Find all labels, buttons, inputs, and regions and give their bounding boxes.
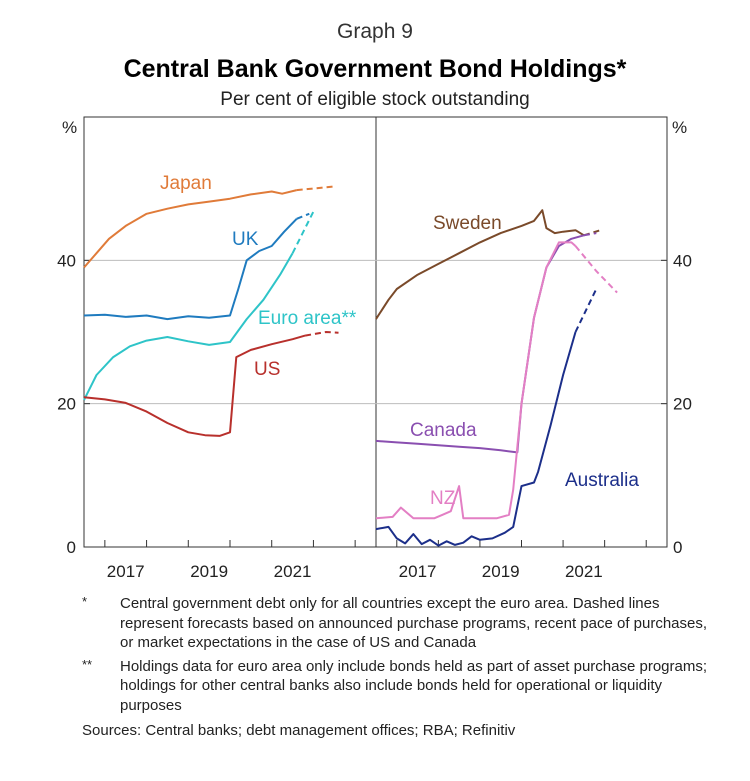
series-line-nz — [375, 241, 577, 520]
series-line-australia — [375, 331, 577, 547]
series-line-sweden — [375, 209, 585, 320]
graph-number: Graph 9 — [337, 20, 413, 43]
y-tick-label-right: 20 — [673, 395, 692, 414]
x-tick-label: 2019 — [190, 562, 228, 581]
series-forecast-euro — [291, 211, 315, 254]
y-tick-label-right: 0 — [673, 538, 682, 557]
y-tick-label-left: 0 — [67, 538, 76, 557]
chart-subtitle: Per cent of eligible stock outstanding — [220, 89, 530, 110]
series-label-sweden: Sweden — [433, 213, 502, 234]
x-tick-label: 2017 — [399, 562, 437, 581]
footnote-2: ** Holdings data for euro area only incl… — [82, 657, 722, 716]
series-line-uk — [83, 218, 298, 321]
footnote-2-text: Holdings data for euro area only include… — [120, 657, 708, 714]
footnote-1-text: Central government debt only for all cou… — [120, 595, 708, 651]
footnotes: * Central government debt only for all c… — [82, 594, 722, 741]
series-line-canada — [375, 234, 585, 454]
series-line-japan — [83, 189, 297, 269]
y-tick-label-right: 40 — [673, 251, 692, 270]
x-tick-label: 2021 — [565, 562, 603, 581]
x-tick-label: 2019 — [482, 562, 520, 581]
series-line-euro — [83, 252, 294, 401]
series-label-japan: Japan — [160, 173, 212, 194]
series-line-us — [83, 334, 306, 437]
y-axis-label-right: % — [672, 118, 687, 137]
series-forecast-nz — [574, 245, 618, 294]
series-label-canada: Canada — [410, 420, 477, 441]
series-label-euro: Euro area** — [258, 308, 357, 329]
y-tick-label-left: 40 — [57, 251, 76, 270]
y-tick-label-left: 20 — [57, 395, 76, 414]
series-label-uk: UK — [232, 229, 259, 250]
series-forecast-canada — [583, 232, 597, 237]
sources-note: Sources: Central banks; debt management … — [82, 722, 516, 739]
series-label-us: US — [254, 359, 280, 380]
series-label-australia: Australia — [565, 470, 639, 491]
series-label-nz: NZ — [430, 488, 456, 509]
footnote-2-mark: ** — [82, 656, 93, 672]
chart-area: 0 20 40% 2017 2019 2021 Japan UK Euro area** US 0 2… — [57, 116, 692, 581]
footnote-1-mark: * — [82, 594, 88, 609]
series-forecast-japan — [296, 185, 335, 192]
series-forecast-uk — [296, 212, 310, 220]
chart-title: Central Bank Government Bond Holdings* — [123, 55, 627, 83]
series-forecast-us — [304, 330, 339, 337]
y-axis-label-left: % — [62, 118, 77, 137]
footnote-1: * Central government debt only for all c… — [82, 594, 722, 653]
x-tick-label: 2021 — [274, 562, 312, 581]
series-forecast-australia — [574, 288, 598, 333]
x-tick-label: 2017 — [107, 562, 145, 581]
